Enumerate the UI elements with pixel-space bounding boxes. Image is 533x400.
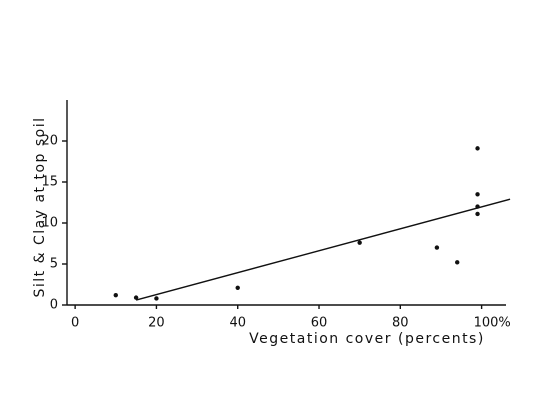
point xyxy=(133,295,139,300)
point xyxy=(154,296,159,301)
trend-line xyxy=(135,198,511,301)
x-tick-label: 100% xyxy=(474,316,511,331)
point xyxy=(475,211,480,217)
point xyxy=(235,285,240,290)
y-tick-label: 20 xyxy=(41,134,58,149)
x-tick-label: 40 xyxy=(229,316,246,331)
x-tick-label: 80 xyxy=(392,316,409,331)
y-tick-label: 10 xyxy=(41,216,58,231)
y-tick-label: 15 xyxy=(41,175,58,190)
point xyxy=(357,240,362,245)
x-tick-label: 60 xyxy=(311,316,328,331)
point xyxy=(475,192,480,197)
y-tick-label: 0 xyxy=(50,298,58,313)
x-tick-label: 20 xyxy=(148,316,165,331)
y-tick-label: 5 xyxy=(50,257,58,272)
point xyxy=(113,292,118,298)
point xyxy=(475,146,480,151)
y-axis-title: Silt & Clay at top soil xyxy=(32,116,48,297)
point xyxy=(455,260,460,265)
x-axis-title: Vegetation cover (percents) xyxy=(249,331,485,347)
point xyxy=(434,245,440,250)
x-tick-label: 0 xyxy=(71,316,79,331)
